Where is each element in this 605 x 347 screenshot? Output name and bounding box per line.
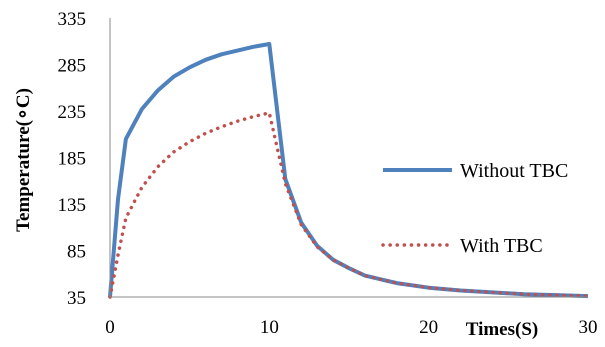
x-tick-label: 10 xyxy=(260,317,279,338)
x-tick-label: 0 xyxy=(105,317,115,338)
y-tick-labels: 35 85 135 185 235 285 335 xyxy=(58,9,87,309)
y-tick-label: 235 xyxy=(58,102,87,123)
y-tick-label: 335 xyxy=(58,9,87,30)
legend-label: Without TBC xyxy=(460,160,568,182)
legend-label: With TBC xyxy=(460,235,543,257)
series-line-2 xyxy=(108,111,590,299)
y-tick-label: 285 xyxy=(58,56,87,77)
x-tick-labels: 0 10 20 30 xyxy=(105,317,597,338)
y-tick-label: 85 xyxy=(67,242,86,263)
y-tick-label: 35 xyxy=(67,288,86,309)
x-tick-label: 20 xyxy=(419,317,438,338)
y-tick-label: 185 xyxy=(58,149,87,170)
legend: Without TBC With TBC xyxy=(381,160,568,257)
y-axis-title: Temperature(∘C) xyxy=(13,88,34,232)
y-tick-label: 135 xyxy=(58,195,87,216)
plot-lines xyxy=(108,42,590,299)
x-tick-label: 30 xyxy=(579,317,598,338)
x-axis-title: Times(S) xyxy=(466,319,538,340)
